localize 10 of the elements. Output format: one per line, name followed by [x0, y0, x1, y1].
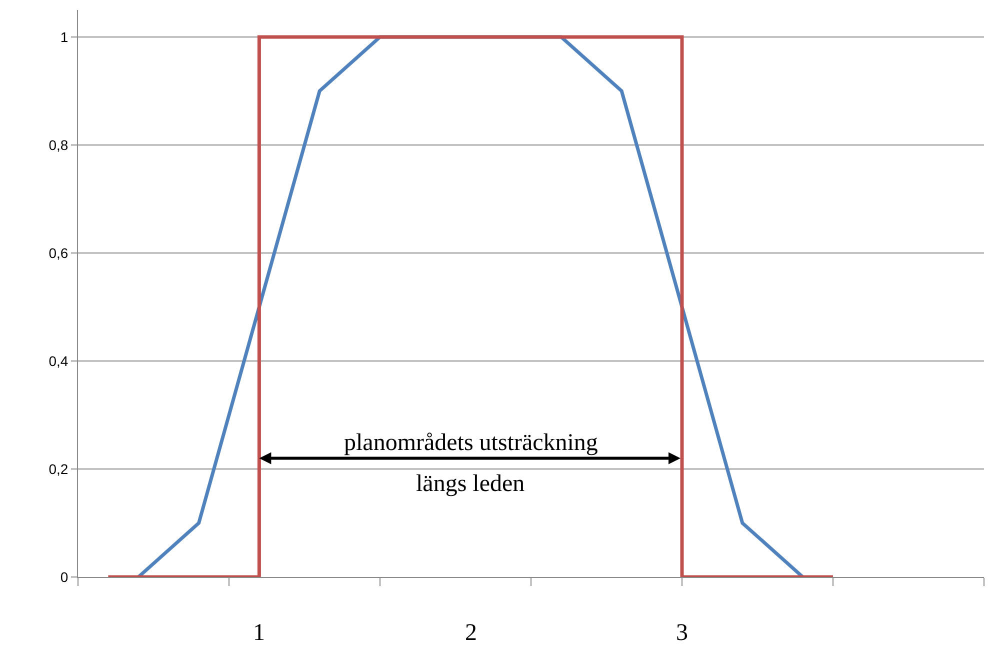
y-tick-label: 1	[60, 28, 68, 45]
y-tick-label: 0,6	[48, 244, 68, 261]
text: 3	[676, 620, 688, 646]
text: 2	[465, 620, 477, 646]
y-tick-label: 0	[60, 568, 68, 585]
y-tick-label: 0,2	[48, 460, 68, 477]
text: 1	[253, 620, 265, 646]
y-tick-label: 0,8	[48, 136, 68, 153]
annotation: planområdets utsträckning längs leden	[344, 430, 598, 497]
y-tick-label: 0,4	[48, 352, 68, 369]
